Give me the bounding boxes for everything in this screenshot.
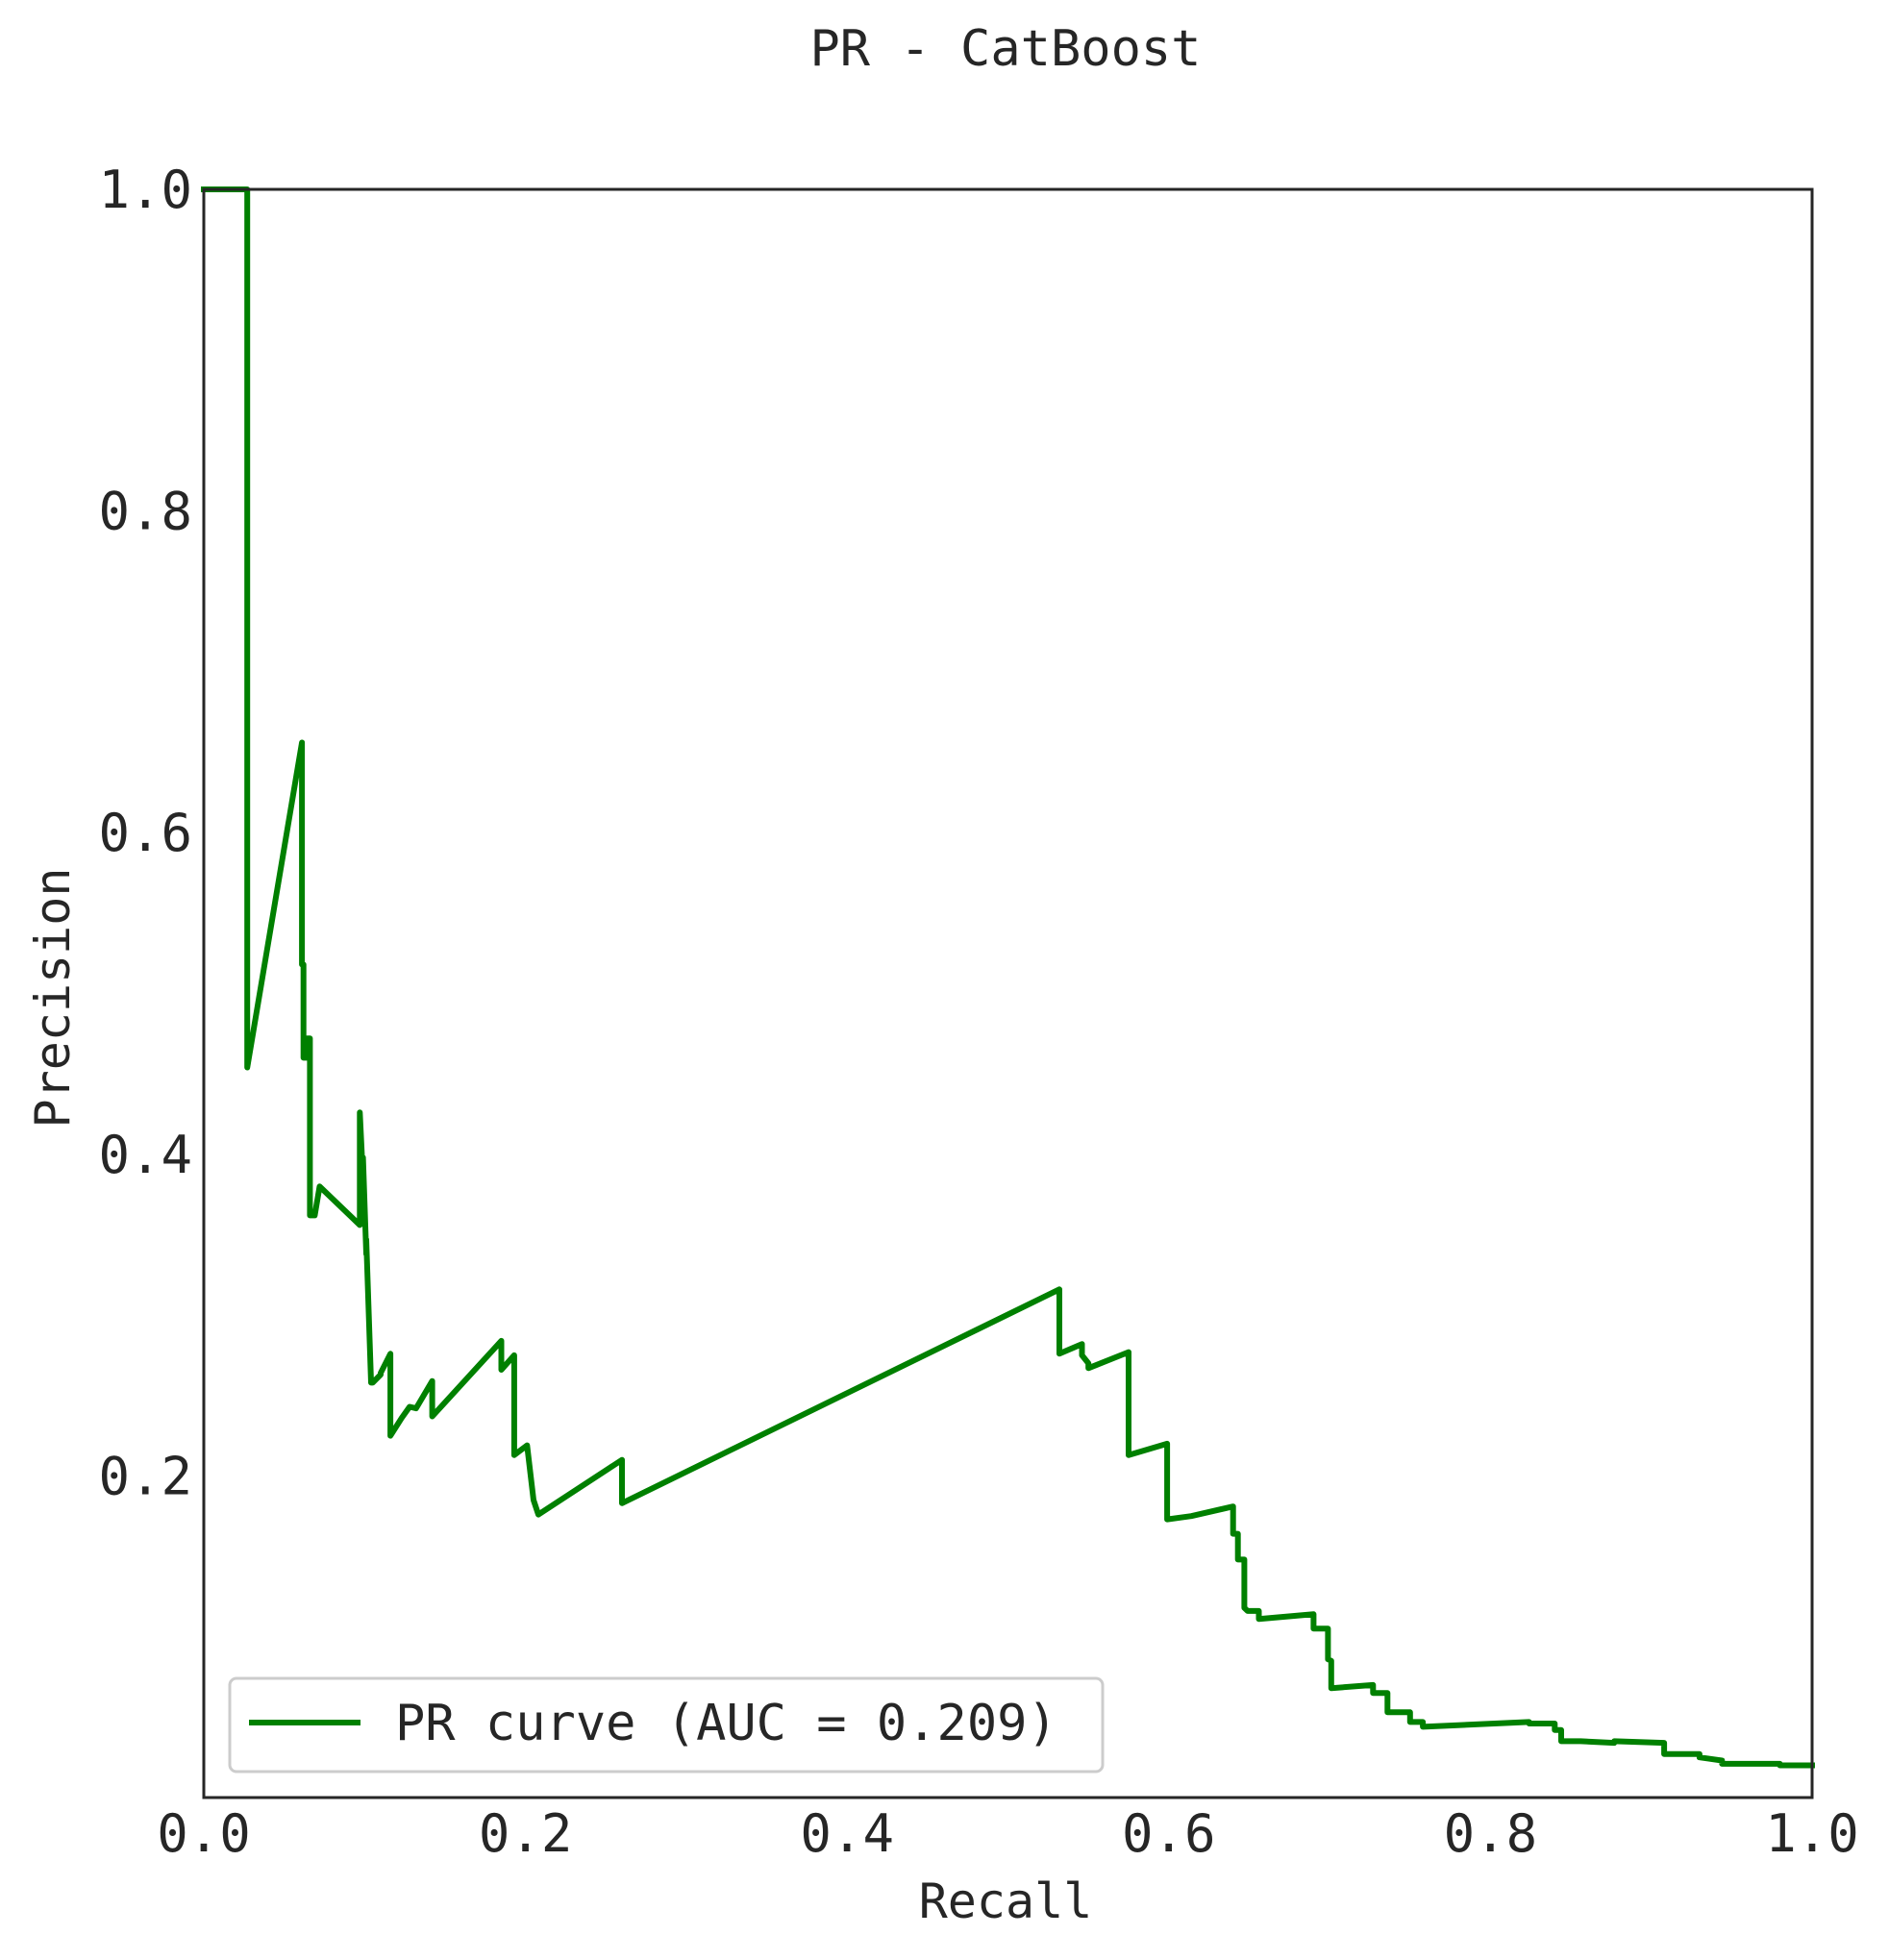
- y-tick-label: 0.2: [98, 1446, 192, 1506]
- legend: PR curve (AUC = 0.209): [228, 1676, 1105, 1774]
- y-axis-label: Precision: [25, 868, 81, 1129]
- x-tick-label: 1.0: [1765, 1803, 1859, 1864]
- x-tick-label: 0.2: [479, 1803, 573, 1864]
- legend-label: PR curve (AUC = 0.209): [395, 1695, 1057, 1752]
- y-tick-label: 0.6: [98, 803, 192, 863]
- y-tick-labels: 0.2 0.4 0.6 0.8 1.0: [98, 160, 192, 1506]
- legend-box: [228, 1676, 1105, 1774]
- pr-curve-series-line: [201, 186, 1815, 1769]
- x-tick-label: 0.0: [157, 1803, 251, 1864]
- y-tick-label: 0.8: [98, 482, 192, 542]
- y-tick-label: 0.4: [98, 1125, 192, 1185]
- y-tick-label: 1.0: [98, 160, 192, 220]
- axes-frame: [202, 187, 1814, 1799]
- x-tick-labels: 0.0 0.2 0.4 0.6 0.8 1.0: [157, 1803, 1859, 1864]
- x-tick-label: 0.4: [800, 1803, 894, 1864]
- plot-area: [201, 186, 1815, 1769]
- x-tick-label: 0.8: [1444, 1803, 1538, 1864]
- x-tick-label: 0.6: [1122, 1803, 1216, 1864]
- chart-title: PR - CatBoost: [810, 20, 1202, 78]
- x-axis-label: Recall: [919, 1873, 1093, 1929]
